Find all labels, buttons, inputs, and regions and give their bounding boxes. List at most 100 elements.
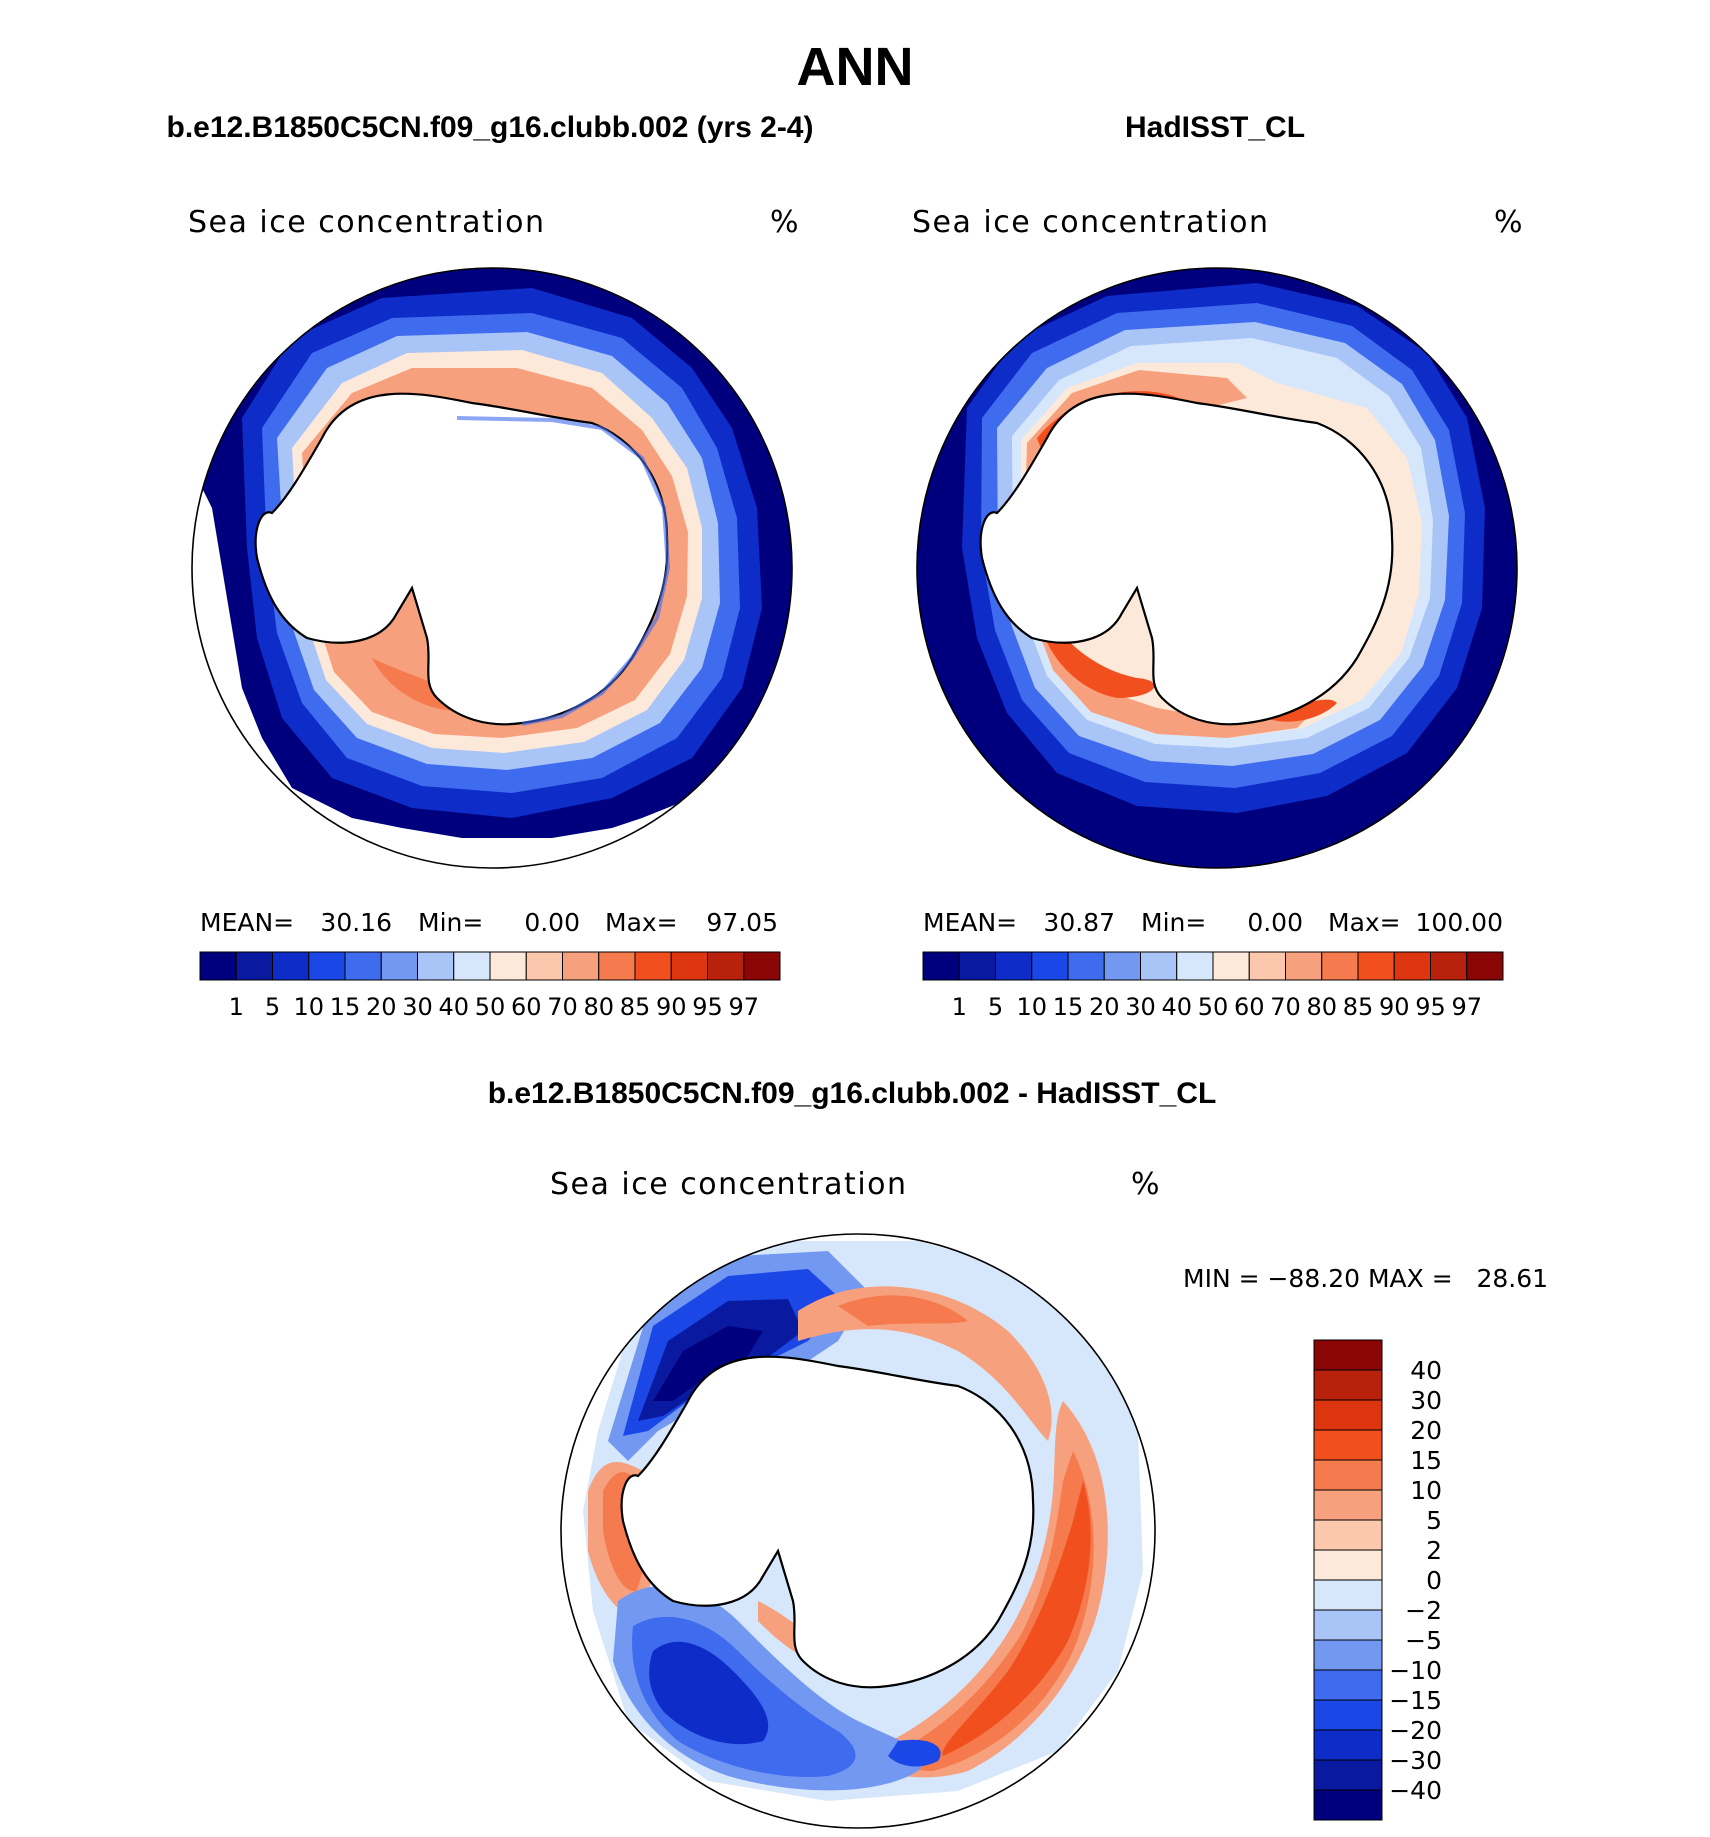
panel-a-min-value: 0.00 <box>524 908 580 937</box>
difference-colorbar-tick-label: 15 <box>1410 1446 1442 1475</box>
panel-a-colorbar-tick-label: 60 <box>511 993 542 1021</box>
difference-colorbar-tick-label: 10 <box>1410 1476 1442 1505</box>
panel-b-colorbar-tick-label: 80 <box>1306 993 1337 1021</box>
panel-a-stats: MEAN= 30.16 Min= 0.00 Max= 97.05 <box>200 908 778 937</box>
panel-b-colorbar-tick-label: 40 <box>1161 993 1192 1021</box>
panel-a-colorbar-swatch <box>670 951 708 981</box>
difference-colorbar-swatch <box>1313 1759 1383 1791</box>
difference-colorbar-swatch <box>1313 1519 1383 1551</box>
difference-colorbar-tick-label: −20 <box>1389 1716 1442 1745</box>
panel-b-colorbar-swatch <box>1466 951 1504 981</box>
panel-b-colorbar-swatch <box>958 951 996 981</box>
panel-a-mean-label: MEAN= <box>200 908 294 937</box>
difference-colorbar-swatch <box>1313 1369 1383 1401</box>
panel-a-colorbar-swatch <box>235 951 273 981</box>
panel-a-colorbar-tick-label: 85 <box>620 993 651 1021</box>
difference-colorbar-swatch <box>1313 1729 1383 1761</box>
difference-colorbar-tick-label: 5 <box>1426 1506 1442 1535</box>
panel-b-mean-label: MEAN= <box>923 908 1017 937</box>
panel-a-title: b.e12.B1850C5CN.f09_g16.clubb.002 (yrs 2… <box>167 111 814 144</box>
difference-colorbar-swatch <box>1313 1669 1383 1701</box>
panel-a-colorbar-swatch <box>344 951 382 981</box>
panel-a-colorbar-tick-label: 70 <box>547 993 578 1021</box>
panel-a-units: % <box>770 205 799 240</box>
panel-b-colorbar-swatch <box>995 951 1033 981</box>
panel-a-map <box>191 267 793 869</box>
panel-b-colorbar-swatch <box>1285 951 1323 981</box>
panel-c-title: b.e12.B1850C5CN.f09_g16.clubb.002 - HadI… <box>488 1077 1217 1110</box>
panel-b-colorbar-tick-label: 5 <box>988 993 1003 1021</box>
panel-c-units: % <box>1131 1167 1160 1202</box>
figure-title: ANN <box>797 37 914 97</box>
panel-a-colorbar-tick-label: 5 <box>265 993 280 1021</box>
panel-a-colorbar-swatch <box>489 951 527 981</box>
panel-a-colorbar-swatch <box>453 951 491 981</box>
panel-c-map <box>560 1233 1156 1829</box>
panel-b-colorbar: 1 5 10 15 20 30 40 50 60 70 80 85 90 95 97 <box>922 951 1504 1021</box>
panel-b-colorbar-swatch <box>1430 951 1468 981</box>
panel-b-colorbar-swatch <box>1140 951 1178 981</box>
panel-b-max-value: 100.00 <box>1416 908 1503 937</box>
panel-b-colorbar-tick-label: 60 <box>1234 993 1265 1021</box>
panel-b-colorbar-tick-label: 1 <box>952 993 967 1021</box>
difference-colorbar-swatch <box>1313 1549 1383 1581</box>
difference-colorbar-swatch <box>1313 1399 1383 1431</box>
panel-a-colorbar-tick-label: 1 <box>229 993 244 1021</box>
difference-colorbar-tick-label: −40 <box>1389 1776 1442 1805</box>
panel-b-colorbar-tick-label: 90 <box>1379 993 1410 1021</box>
panel-a-colorbar-swatch <box>634 951 672 981</box>
difference-colorbar-swatch <box>1313 1639 1383 1671</box>
panel-a-colorbar-tick-label: 15 <box>330 993 361 1021</box>
difference-colorbar-tick-label: −2 <box>1405 1596 1442 1625</box>
panel-a-colorbar-swatch <box>380 951 418 981</box>
difference-colorbar-tick-label: −10 <box>1389 1656 1442 1685</box>
panel-b-colorbar-swatch <box>1067 951 1105 981</box>
difference-colorbar-tick-label: 0 <box>1426 1566 1442 1595</box>
panel-b-colorbar-tick-label: 95 <box>1415 993 1446 1021</box>
panel-b-colorbar-swatch <box>1321 951 1359 981</box>
panel-b-colorbar-tick-label: 20 <box>1089 993 1120 1021</box>
panel-a-colorbar: 1 5 10 15 20 30 40 50 60 70 80 85 90 95 97 <box>199 951 781 1021</box>
panel-b-colorbar-swatch <box>1357 951 1395 981</box>
difference-colorbar-tick-label: −5 <box>1405 1626 1442 1655</box>
panel-b-colorbar-swatch <box>1176 951 1214 981</box>
panel-b-max-label: Max= <box>1328 908 1401 937</box>
panel-a-colorbar-tick-label: 80 <box>583 993 614 1021</box>
panel-a-variable-label: Sea ice concentration <box>188 205 546 240</box>
difference-colorbar-tick-label: 30 <box>1410 1386 1442 1415</box>
panel-a-colorbar-tick-label: 30 <box>402 993 433 1021</box>
panel-b-colorbar-tick-label: 50 <box>1198 993 1229 1021</box>
panel-a-colorbar-tick-label: 97 <box>728 993 759 1021</box>
difference-colorbar-swatch <box>1313 1579 1383 1611</box>
panel-b-min-value: 0.00 <box>1247 908 1303 937</box>
panel-b-title: HadISST_CL <box>1125 111 1305 144</box>
difference-colorbar-swatch <box>1313 1489 1383 1521</box>
panel-a-mean-value: 30.16 <box>320 908 392 937</box>
difference-colorbar-tick-label: −15 <box>1389 1686 1442 1715</box>
panel-a-colorbar-swatch <box>417 951 455 981</box>
panel-c-stats: MIN = −88.20 MAX = 28.61 <box>1183 1264 1548 1293</box>
panel-b-map <box>916 267 1518 869</box>
panel-a-colorbar-tick-label: 50 <box>475 993 506 1021</box>
panel-a-colorbar-swatch <box>598 951 636 981</box>
difference-colorbar-swatch <box>1313 1339 1383 1371</box>
panel-b-colorbar-swatch <box>1248 951 1286 981</box>
panel-b-colorbar-swatch <box>922 951 960 981</box>
panel-b-colorbar-swatch <box>1103 951 1141 981</box>
difference-colorbar-swatch <box>1313 1789 1383 1821</box>
panel-a-colorbar-swatch <box>707 951 745 981</box>
panel-b-colorbar-swatch <box>1393 951 1431 981</box>
panel-b-colorbar-swatch <box>1212 951 1250 981</box>
panel-b-colorbar-tick-label: 70 <box>1270 993 1301 1021</box>
difference-colorbar-swatch <box>1313 1429 1383 1461</box>
difference-colorbar-swatch <box>1313 1609 1383 1641</box>
panel-b-mean-value: 30.87 <box>1043 908 1115 937</box>
panel-b-colorbar-tick-label: 10 <box>1016 993 1047 1021</box>
panel-b-colorbar-tick-label: 97 <box>1451 993 1482 1021</box>
panel-b-units: % <box>1494 205 1523 240</box>
panel-a-colorbar-swatch <box>308 951 346 981</box>
panel-a-colorbar-tick-label: 90 <box>656 993 687 1021</box>
panel-a-colorbar-tick-label: 95 <box>692 993 723 1021</box>
panel-a-max-value: 97.05 <box>706 908 778 937</box>
